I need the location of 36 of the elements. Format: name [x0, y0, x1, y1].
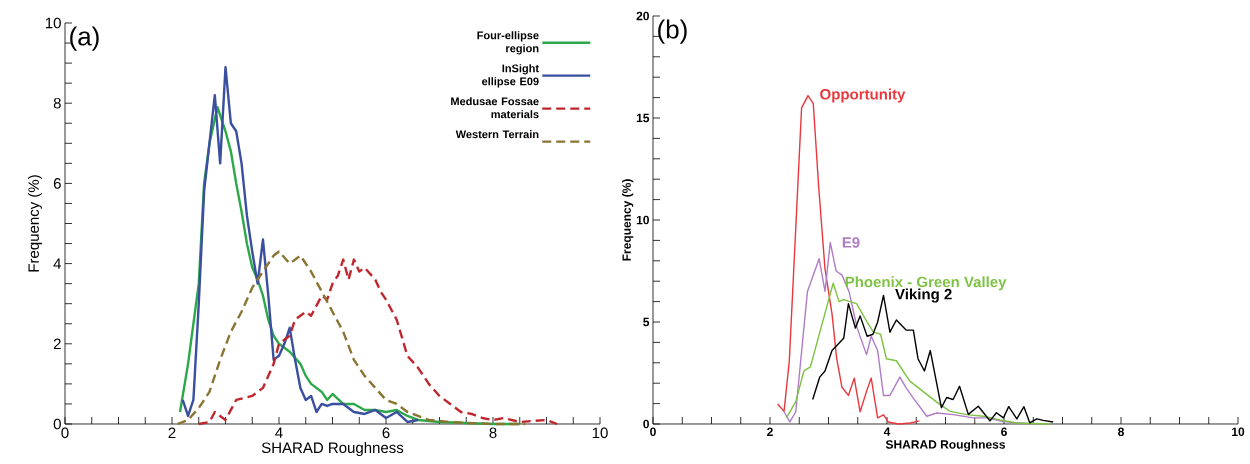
- legend-label: Western Terrain: [455, 130, 539, 139]
- y-tick-label: 5: [643, 317, 650, 327]
- y-tick-label: 0: [643, 419, 649, 429]
- y-tick-label: 6: [53, 178, 61, 189]
- legend-label: Medusae Fossae materials: [451, 97, 539, 119]
- x-tick-label: 0: [61, 427, 69, 439]
- x-tick-label: 6: [382, 427, 390, 439]
- y-axis-title: Frequency (%): [622, 179, 634, 261]
- x-tick-label: 2: [168, 427, 176, 439]
- annotation: (b): [658, 19, 687, 44]
- y-tick-label: 20: [636, 11, 649, 21]
- x-tick-label: 8: [1118, 427, 1124, 437]
- x-axis-title: SHARAD Roughness: [261, 442, 404, 456]
- y-tick-label: 10: [636, 215, 649, 225]
- x-tick-label: 2: [767, 427, 773, 436]
- series-label: Viking 2: [895, 288, 952, 303]
- line-series: [181, 65, 420, 424]
- x-tick-label: 6: [1001, 427, 1007, 437]
- y-axis-title: Frequency (%): [27, 175, 42, 272]
- x-tick-label: 4: [275, 427, 283, 438]
- y-tick-label: 2: [53, 338, 61, 350]
- y-tick-label: 8: [53, 97, 61, 109]
- legend-label: InSight ellipse E09: [482, 64, 539, 88]
- series-label: E9: [842, 237, 860, 248]
- y-tick-label: 10: [45, 17, 61, 29]
- legend-label: Four-ellipse region: [477, 31, 539, 55]
- x-tick-label: 8: [489, 427, 497, 439]
- line-series: [197, 258, 559, 426]
- series-label: Opportunity: [820, 88, 906, 103]
- x-axis-title: SHARAD Roughness: [885, 439, 1005, 452]
- annotation: (a): [70, 26, 99, 51]
- x-tick-label: 10: [1232, 427, 1245, 437]
- y-tick-label: 15: [636, 113, 650, 123]
- x-tick-label: 4: [883, 427, 891, 436]
- x-tick-label: 10: [592, 427, 608, 439]
- y-tick-label: 4: [53, 258, 62, 269]
